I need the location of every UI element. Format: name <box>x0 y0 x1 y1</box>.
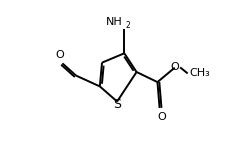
Text: O: O <box>157 112 166 122</box>
Text: CH₃: CH₃ <box>190 68 210 78</box>
Text: O: O <box>171 62 179 72</box>
Text: S: S <box>113 98 121 111</box>
Text: NH: NH <box>105 17 122 27</box>
Text: 2: 2 <box>126 21 131 30</box>
Text: O: O <box>55 51 64 60</box>
